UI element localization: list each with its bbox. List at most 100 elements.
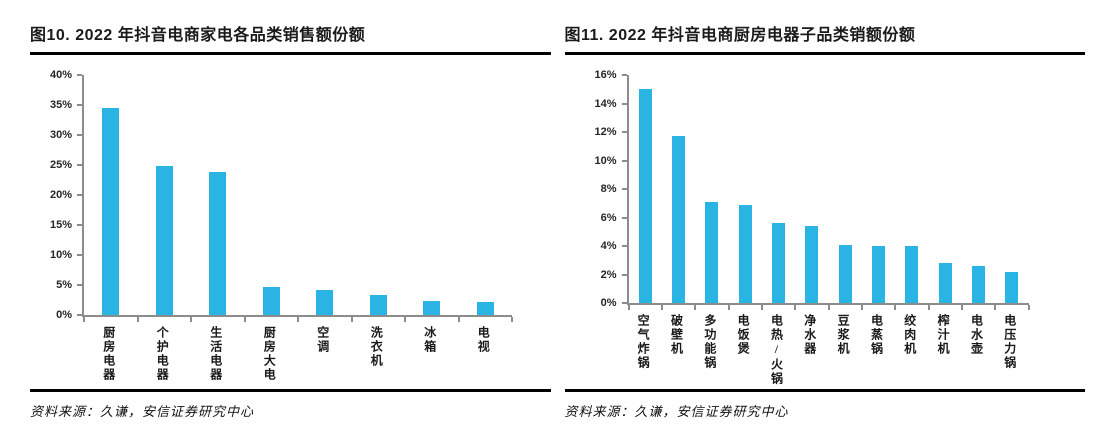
x-axis-tick-mark [894,305,897,310]
bar-榨汁机 [938,263,952,303]
bar-电热/火锅 [771,223,785,303]
bar-slot [728,75,761,303]
y-axis-tick-mark [621,131,627,133]
x-axis-category-label: 净水器 [802,314,817,356]
bar-电水壶 [971,265,985,303]
x-axis-tick-mark [827,305,830,310]
bar-slot [298,75,352,315]
bar-冰箱 [423,300,441,315]
x-axis-label-slot: 冰箱 [403,326,457,382]
y-axis-tick-mark [621,245,627,247]
x-axis-label-slot: 多功能锅 [693,314,726,386]
y-axis-tick-label: 25% [49,159,72,171]
y-axis-tick-label: 10% [594,154,617,167]
x-axis-category-label: 破壁机 [669,314,684,356]
x-axis-tick-mark [994,305,997,310]
y-axis-tick-label: 30% [49,129,72,141]
x-axis-label-slot: 空气炸锅 [627,314,660,386]
bar-chart-home-appliance-share: 0% 5% 10% 15% 20% 25% 30% 35% 40% 厨房电器 个护电器 生活电器 厨房大… [30,55,551,382]
y-axis-tick-label: 35% [49,99,72,111]
x-axis-category-label: 榨汁机 [936,314,951,356]
y-axis-tick-label: 4% [600,240,617,252]
y-axis-tick-label: 14% [594,97,617,110]
x-axis-category-label: 电视 [476,326,491,354]
x-axis-category-label: 空调 [315,326,330,354]
bar-slot [245,75,299,315]
plot-area [82,75,513,322]
y-axis-tick-mark [77,74,82,76]
bar-电视 [476,302,494,315]
x-axis-label-slot: 厨房大电 [243,326,297,382]
x-axis-label-slot: 电饭煲 [726,314,759,386]
bar-slot [459,75,513,315]
x-axis-category-label: 个护电器 [155,326,170,382]
bar-slot [191,75,245,315]
bar-slot [928,75,961,303]
bar-slot [662,75,695,303]
y-axis-tick-mark [621,302,627,304]
x-axis-label-slot: 电热/火锅 [760,314,793,386]
y-axis-tick-mark [621,159,627,162]
bar-slot [995,75,1028,303]
bar-洗衣机 [369,295,387,315]
y-axis-tick-label: 6% [600,211,617,224]
bar-厨房大电 [262,286,280,315]
source-text: 资料来源：久谦，安信证券研究中心 [564,404,789,419]
x-axis-tick-mark [511,317,513,322]
x-axis-tick-mark [1027,305,1030,310]
x-axis-label-slot: 电蒸锅 [860,314,893,386]
y-axis-tick-label: 40% [49,69,72,81]
figure-panel-home-appliances: 图10. 2022 年抖音电商家电各品类销售额份额 0% 5% 10% 15% 20% 2… [30,26,551,420]
bar-slot [795,75,828,303]
bar-slot [962,75,995,303]
y-axis: 0% 5% 10% 15% 20% 25% 30% 35% 40% [30,69,82,321]
x-axis-label-slot: 净水器 [793,314,826,386]
x-axis-category-label: 厨房电器 [101,326,116,382]
x-axis-tick-mark [694,305,697,310]
bar-slot [828,75,861,303]
y-axis-tick-mark [621,188,627,190]
bar-chart-kitchen-subcategory-share: 0% 2% 4% 6% 8% 10% 12% 14% 16% 空气炸锅 破壁机 多功能锅 电饭煲 电热/火… [565,55,1086,386]
x-axis-category-label: 绞肉机 [902,314,917,356]
y-axis-tick-mark [77,164,82,166]
bar-电压力锅 [1005,271,1019,303]
y-axis-tick-mark [621,273,627,276]
source-note: 资料来源：久谦，安信证券研究中心 [30,389,551,420]
x-axis-tick-mark [190,317,192,322]
x-axis-tick-mark [960,305,963,310]
y-axis-tick-label: 5% [56,279,72,291]
y-axis-tick-mark [621,74,627,76]
y-axis-tick-label: 12% [594,126,617,138]
x-axis-tick-mark [136,317,139,322]
x-axis-tick-mark [457,317,460,322]
x-axis-category-label: 冰箱 [422,326,437,354]
x-axis-category-label: 洗衣机 [369,326,384,368]
chart-title: 图11. 2022 年抖音电商厨房电器子品类销额份额 [564,26,1085,55]
y-axis-tick-mark [77,314,82,316]
x-axis-tick-mark [660,305,663,310]
x-axis-label-slot: 绞肉机 [893,314,926,386]
bar-电蒸锅 [871,246,885,303]
bar-slot [629,75,662,303]
bar-slot [138,75,192,315]
x-axis-label-slot: 电视 [457,326,511,382]
x-axis-label-slot: 电水壶 [960,314,993,386]
bar-生活电器 [209,171,227,315]
bar-多功能锅 [705,201,719,303]
bar-破壁机 [671,136,685,303]
chart-area: 0% 2% 4% 6% 8% 10% 12% 14% 16% [565,69,1086,310]
x-axis-tick-mark [297,317,299,322]
bar-空气炸锅 [638,89,652,303]
x-axis-tick-mark [627,305,630,310]
x-axis-category-label: 电水壶 [969,314,984,356]
bar-slot [895,75,928,303]
bar-个护电器 [155,165,173,315]
bar-slot [405,75,459,315]
x-axis-category-label: 厨房大电 [262,326,277,382]
y-axis-tick-label: 0% [600,297,617,309]
plot-area [626,75,1030,310]
x-axis-label-slot: 生活电器 [189,326,243,382]
bar-绞肉机 [905,246,919,303]
x-axis-category-label: 豆浆机 [836,314,851,356]
